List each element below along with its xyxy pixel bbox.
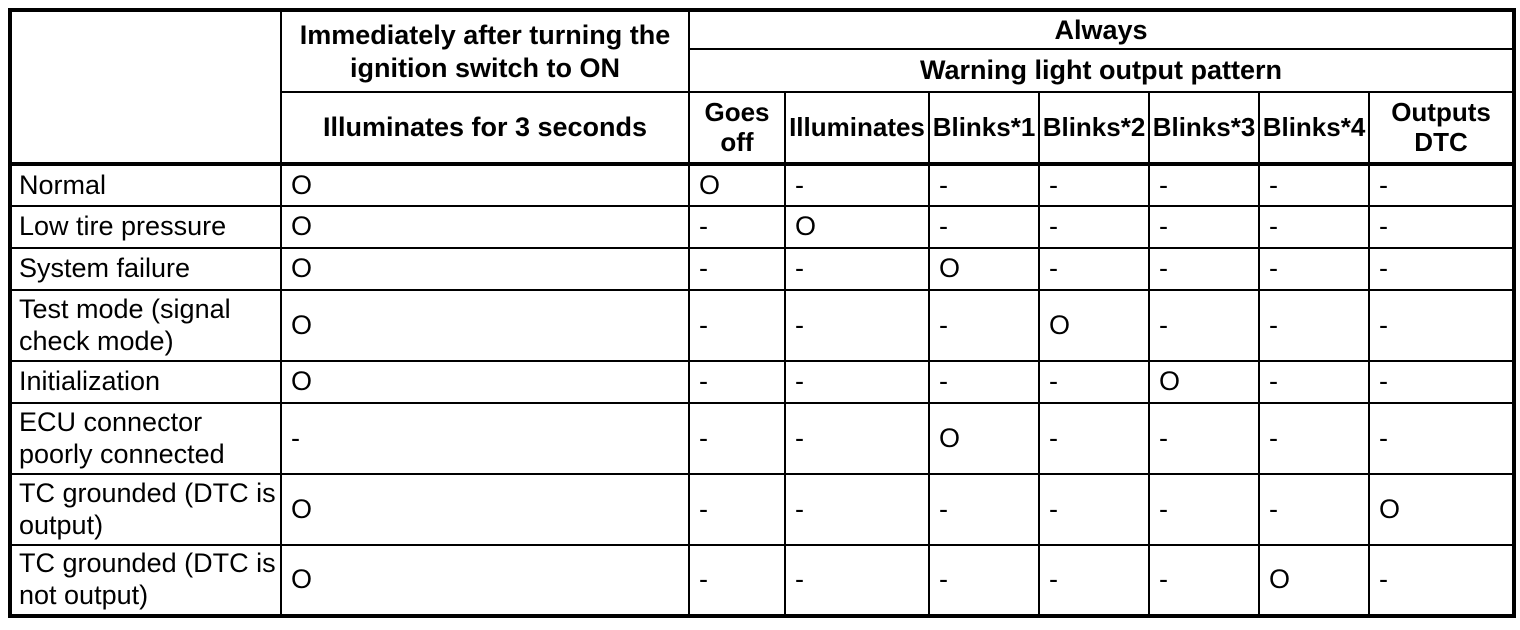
- cell-illuminates-3s: O: [280, 247, 690, 291]
- cell-illuminates-3s: O: [280, 544, 690, 617]
- row-label: TC grounded (DTC is not output): [9, 544, 282, 617]
- cell-blinks-3: -: [1148, 289, 1260, 362]
- cell-illuminates: -: [784, 289, 930, 362]
- cell-outputs-dtc: -: [1367, 205, 1516, 249]
- cell-blinks-1: O: [928, 402, 1040, 475]
- corner-cell: [9, 9, 282, 166]
- cell-illuminates-3s: O: [280, 360, 690, 404]
- cell-blinks-4: -: [1258, 289, 1370, 362]
- cell-goes-off: -: [688, 205, 786, 249]
- header-blinks-2: Blinks*2: [1038, 91, 1150, 166]
- cell-blinks-4: -: [1258, 402, 1370, 475]
- row-label: Low tire pressure: [9, 205, 282, 249]
- header-illuminates-3-seconds: Illuminates for 3 seconds: [280, 91, 690, 166]
- row-label: Test mode (signal check mode): [9, 289, 282, 362]
- cell-blinks-4: -: [1258, 360, 1370, 404]
- cell-illuminates: O: [784, 205, 930, 249]
- row-label: Normal: [9, 163, 282, 207]
- header-illuminates: Illuminates: [784, 91, 930, 166]
- table-row: TC grounded (DTC is not output) O - - - …: [9, 544, 1516, 617]
- cell-outputs-dtc: -: [1367, 360, 1516, 404]
- cell-goes-off: -: [688, 473, 786, 546]
- cell-blinks-3: -: [1148, 544, 1260, 617]
- cell-blinks-4: -: [1258, 163, 1370, 207]
- table-row: Test mode (signal check mode) O - - - O …: [9, 289, 1516, 362]
- cell-blinks-3: -: [1148, 402, 1260, 475]
- table-row: System failure O - - O - - - -: [9, 247, 1516, 291]
- cell-blinks-4: -: [1258, 473, 1370, 546]
- cell-outputs-dtc: -: [1367, 402, 1516, 475]
- header-ignition-group: Immediately after turning the ignition s…: [280, 9, 690, 93]
- cell-goes-off: -: [688, 402, 786, 475]
- header-row-groups: Immediately after turning the ignition s…: [9, 9, 1516, 166]
- cell-illuminates: -: [784, 163, 930, 207]
- warning-light-diagnostic-table: Immediately after turning the ignition s…: [8, 8, 1517, 618]
- cell-illuminates: -: [784, 247, 930, 291]
- cell-illuminates-3s: O: [280, 205, 690, 249]
- header-blinks-3: Blinks*3: [1148, 91, 1260, 166]
- header-blinks-4: Blinks*4: [1258, 91, 1370, 166]
- cell-blinks-3: -: [1148, 205, 1260, 249]
- header-row-columns: Illuminates for 3 seconds Goes off Illum…: [10, 91, 1516, 166]
- row-label: ECU connector poorly connected: [9, 402, 282, 475]
- cell-blinks-4: -: [1258, 247, 1370, 291]
- cell-blinks-2: -: [1038, 544, 1150, 617]
- cell-goes-off: -: [688, 247, 786, 291]
- row-label: Initialization: [9, 360, 282, 404]
- cell-illuminates-3s: O: [280, 289, 690, 362]
- cell-blinks-2: O: [1038, 289, 1150, 362]
- header-blinks-1: Blinks*1: [928, 91, 1040, 166]
- cell-illuminates-3s: -: [280, 402, 690, 475]
- cell-blinks-2: -: [1038, 473, 1150, 546]
- cell-illuminates: -: [784, 544, 930, 617]
- table-row: Low tire pressure O - O - - - - -: [9, 205, 1516, 249]
- cell-blinks-3: O: [1148, 360, 1260, 404]
- cell-blinks-1: O: [928, 247, 1040, 291]
- cell-outputs-dtc: -: [1367, 163, 1516, 207]
- header-outputs-dtc: Outputs DTC: [1367, 91, 1516, 166]
- cell-blinks-2: -: [1038, 205, 1150, 249]
- cell-illuminates: -: [784, 360, 930, 404]
- cell-outputs-dtc: -: [1367, 544, 1516, 617]
- cell-blinks-3: -: [1148, 163, 1260, 207]
- header-always-group: Always: [687, 9, 1516, 50]
- cell-illuminates: -: [784, 473, 930, 546]
- cell-blinks-1: -: [928, 360, 1040, 404]
- header-row-subgroup: Warning light output pattern: [10, 48, 1516, 93]
- header-warning-light-output-pattern: Warning light output pattern: [687, 48, 1516, 93]
- cell-blinks-2: -: [1038, 163, 1150, 207]
- table-row: ECU connector poorly connected - - - O -…: [9, 402, 1516, 475]
- table-row: TC grounded (DTC is output) O - - - - - …: [9, 473, 1516, 546]
- cell-goes-off: -: [688, 544, 786, 617]
- row-label: TC grounded (DTC is output): [9, 473, 282, 546]
- cell-blinks-2: -: [1038, 360, 1150, 404]
- cell-blinks-3: -: [1148, 473, 1260, 546]
- cell-outputs-dtc: -: [1367, 289, 1516, 362]
- cell-goes-off: -: [688, 360, 786, 404]
- cell-blinks-1: -: [928, 205, 1040, 249]
- cell-goes-off: -: [688, 289, 786, 362]
- cell-illuminates: -: [784, 402, 930, 475]
- cell-blinks-1: -: [928, 473, 1040, 546]
- cell-blinks-4: -: [1258, 205, 1370, 249]
- table-row: Normal O O - - - - - -: [9, 163, 1516, 207]
- cell-blinks-1: -: [928, 163, 1040, 207]
- cell-illuminates-3s: O: [280, 163, 690, 207]
- cell-illuminates-3s: O: [280, 473, 690, 546]
- cell-blinks-1: -: [928, 544, 1040, 617]
- cell-outputs-dtc: -: [1367, 247, 1516, 291]
- row-label: System failure: [9, 247, 282, 291]
- cell-blinks-2: -: [1038, 402, 1150, 475]
- cell-outputs-dtc: O: [1367, 473, 1516, 546]
- cell-blinks-2: -: [1038, 247, 1150, 291]
- cell-goes-off: O: [688, 163, 786, 207]
- header-goes-off: Goes off: [688, 91, 786, 166]
- cell-blinks-4: O: [1258, 544, 1370, 617]
- cell-blinks-3: -: [1148, 247, 1260, 291]
- cell-blinks-1: -: [928, 289, 1040, 362]
- table-row: Initialization O - - - - O - -: [9, 360, 1516, 404]
